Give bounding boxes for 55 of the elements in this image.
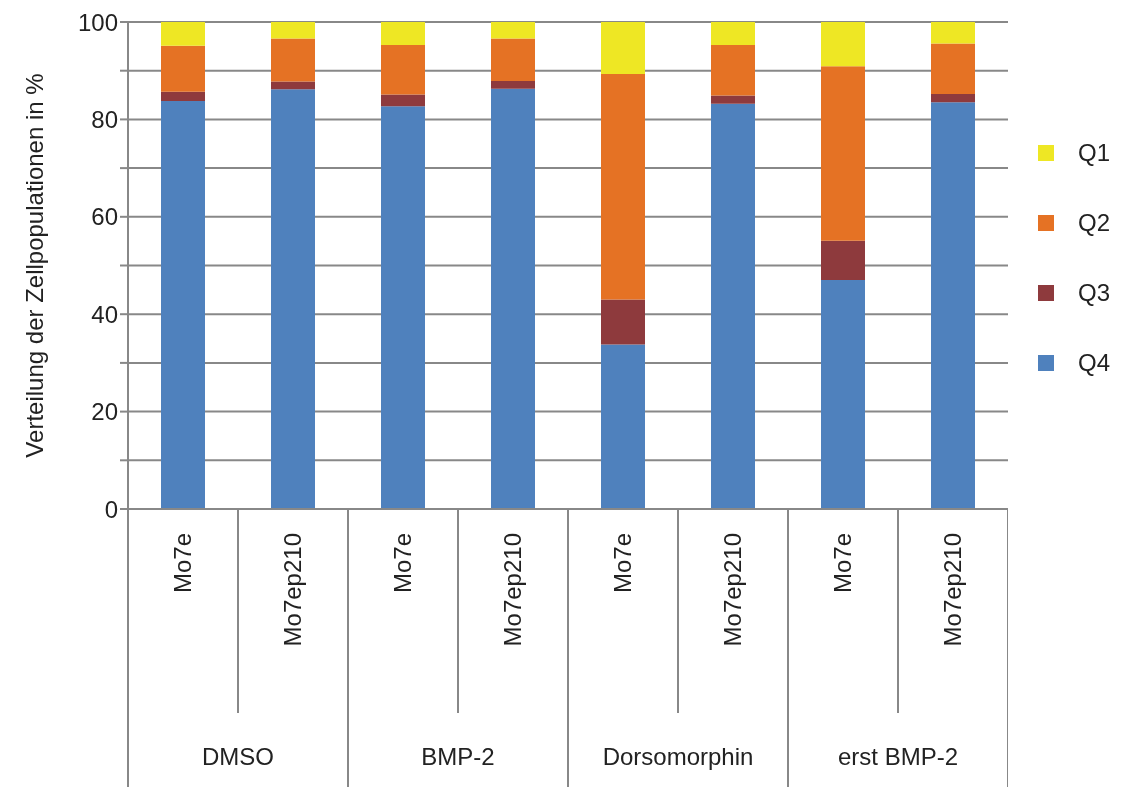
x-tick-label: Mo7ep210 [499, 533, 526, 647]
bar [711, 22, 755, 45]
bar [601, 299, 645, 345]
bar [821, 22, 865, 67]
x-tick-label: Mo7e [829, 533, 856, 594]
y-tick-label: 60 [91, 203, 118, 231]
bar [161, 45, 205, 92]
bar [931, 22, 975, 44]
x-tick-label: Mo7ep210 [939, 533, 966, 647]
y-tick-label: 0 [104, 495, 118, 523]
legend-label: Q1 [1078, 139, 1111, 167]
bar [161, 22, 205, 46]
bar [271, 22, 315, 39]
bar [601, 22, 645, 75]
x-tick-label: Mo7ep210 [719, 533, 746, 647]
x-tick-label: Mo7e [169, 533, 196, 594]
x-tick-label: Mo7ep210 [279, 533, 306, 647]
y-tick-label: 20 [91, 398, 118, 426]
bar [491, 22, 535, 39]
bar [491, 80, 535, 89]
y-tick-label: 100 [77, 8, 118, 36]
bar [931, 94, 975, 103]
bar [271, 81, 315, 90]
bar [931, 102, 975, 509]
bar [821, 66, 865, 241]
bar [821, 280, 865, 509]
text: erst BMP-2 [837, 743, 959, 770]
bar [271, 38, 315, 82]
legend-label: Q4 [1078, 349, 1111, 377]
bar [601, 344, 645, 509]
bar [931, 43, 975, 95]
text: DMSO [202, 743, 274, 770]
bar [491, 38, 535, 81]
legend-label: Q3 [1078, 279, 1111, 307]
bar [381, 44, 425, 95]
text: Dorsomorphin [602, 743, 754, 770]
bar [711, 44, 755, 96]
bar [711, 103, 755, 509]
y-tick-label: 80 [91, 105, 118, 133]
bar [161, 100, 205, 509]
bar [491, 88, 535, 509]
legend-label: Q2 [1078, 209, 1111, 237]
bar [381, 106, 425, 509]
bar [601, 74, 645, 300]
bar [381, 22, 425, 45]
x-tick-label: Mo7e [389, 533, 416, 594]
bar [161, 91, 205, 101]
bar [271, 89, 315, 509]
y-axis-title: Verteilung der Zellpopulationen in % [20, 73, 48, 458]
bar [381, 94, 425, 107]
bar [711, 95, 755, 104]
y-tick-label: 40 [91, 300, 118, 328]
text: BMP-2 [421, 743, 495, 770]
bar [821, 240, 865, 281]
x-tick-label: Mo7e [609, 533, 636, 594]
